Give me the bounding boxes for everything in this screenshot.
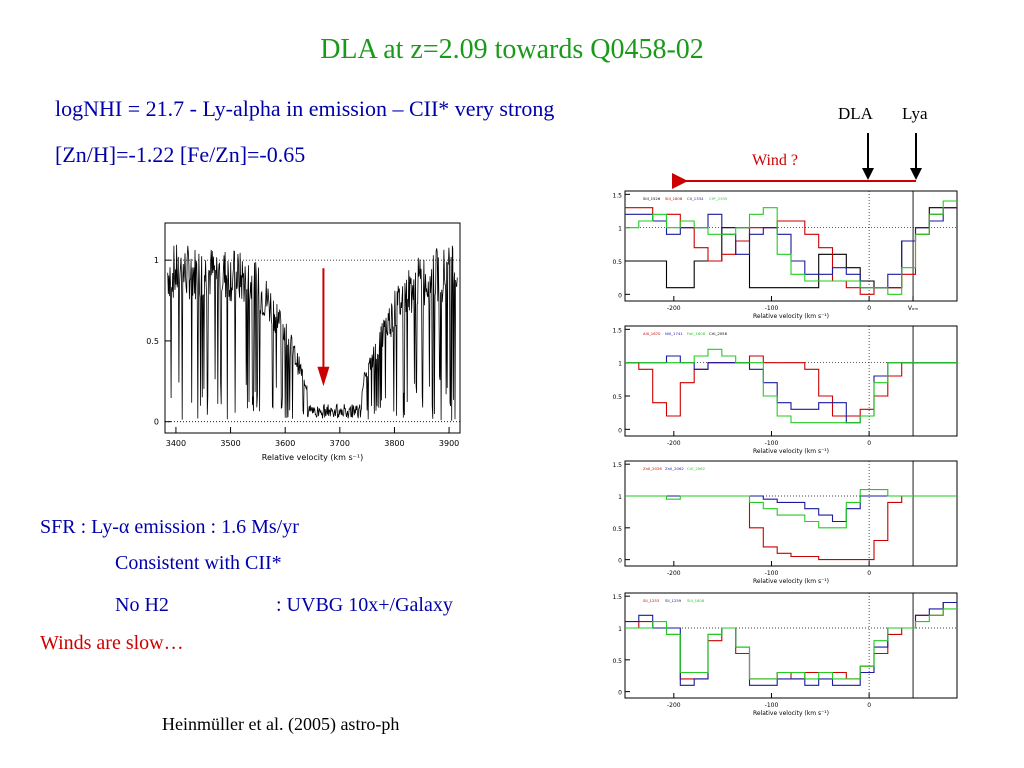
emission-marker-head bbox=[317, 366, 330, 387]
x-tick-label: -200 bbox=[667, 305, 681, 312]
x-tick-label: 3900 bbox=[439, 439, 459, 448]
info-line-1: logNHI = 21.7 - Ly-alpha in emission – C… bbox=[55, 96, 555, 121]
y-tick-label: 0.5 bbox=[146, 337, 159, 346]
x-tick-label: Vₑₘ bbox=[908, 305, 919, 312]
y-tick-label: 1.5 bbox=[612, 327, 622, 334]
metal-velocity-plot-1: 0 0.5 1 1.5 -200 -100 0 Vₑₘ Relative velocity (k… bbox=[612, 190, 958, 320]
y-tick-label: 1 bbox=[618, 494, 622, 501]
sfr-line-1: SFR : Ly-α emission : 1.6 Ms/yr bbox=[40, 516, 299, 538]
series-line-0 bbox=[625, 355, 957, 417]
y-tick-label: 1 bbox=[618, 626, 622, 633]
y-tick-label: 1 bbox=[618, 226, 622, 233]
x-tick-label: 3600 bbox=[275, 439, 295, 448]
x-axis-label: Relative velocity (km s⁻¹) bbox=[753, 313, 829, 320]
x-tick-label: 3800 bbox=[384, 439, 404, 448]
y-tick-label: 1 bbox=[154, 256, 159, 265]
legend-label: SiII_1808 bbox=[687, 598, 705, 603]
lya-emission-spectrum: 3400 3500 3600 3700 3800 3900 0 0.5 1 Relative ve… bbox=[146, 222, 461, 462]
x-axis-label: Relative velocity (km s⁻¹) bbox=[262, 453, 363, 462]
legend-label: AlII_1670 bbox=[643, 331, 661, 336]
x-tick-label: 0 bbox=[867, 570, 871, 577]
metal-velocity-plot-2: 0 0.5 1 1.5 -200 -100 0 Relative velocity (km s… bbox=[612, 325, 958, 455]
panel-frame bbox=[624, 592, 958, 699]
legend-label: CII_1334 bbox=[687, 196, 704, 201]
sfr-line-2: Consistent with CII* bbox=[115, 552, 282, 574]
legend-label: CII*_1335 bbox=[709, 196, 728, 201]
x-tick-label: 0 bbox=[867, 440, 871, 447]
y-tick-label: 0.5 bbox=[612, 526, 622, 533]
legend-label: SiII_1526 bbox=[643, 196, 661, 201]
sfr-line-3a: No H2 bbox=[115, 594, 169, 616]
y-tick-label: 0.5 bbox=[612, 259, 622, 266]
x-tick-label: -200 bbox=[667, 440, 681, 447]
x-tick-label: -100 bbox=[765, 440, 779, 447]
dla-label: DLA bbox=[838, 104, 873, 123]
legend-label: SiII_1808 bbox=[665, 196, 683, 201]
x-axis-label: Relative velocity (km s⁻¹) bbox=[753, 578, 829, 585]
x-tick-label: 0 bbox=[867, 305, 871, 312]
y-tick-label: 0 bbox=[618, 427, 622, 434]
y-tick-label: 0.5 bbox=[612, 394, 622, 401]
citation: Heinmüller et al. (2005) astro-ph bbox=[162, 714, 400, 734]
y-tick-label: 0.5 bbox=[612, 658, 622, 665]
y-tick-label: 1.5 bbox=[612, 192, 622, 199]
x-tick-label: 0 bbox=[867, 702, 871, 709]
series-line-2 bbox=[625, 348, 957, 424]
x-tick-label: -100 bbox=[765, 305, 779, 312]
x-tick-label: -200 bbox=[667, 570, 681, 577]
lya-arrow-head bbox=[910, 168, 922, 180]
dla-arrow-head bbox=[862, 168, 874, 180]
y-tick-label: 0 bbox=[618, 558, 622, 565]
info-line-2: [Zn/H]=-1.22 [Fe/Zn]=-0.65 bbox=[55, 142, 306, 167]
x-tick-label: 3700 bbox=[330, 439, 350, 448]
x-axis-label: Relative velocity (km s⁻¹) bbox=[753, 448, 829, 455]
y-tick-label: 0 bbox=[618, 690, 622, 697]
legend-label: SII_1259 bbox=[665, 598, 682, 603]
sfr-line-3b: : UVBG 10x+/Galaxy bbox=[276, 594, 453, 616]
legend-label: CrII_2056 bbox=[709, 331, 728, 336]
series-line-3 bbox=[625, 200, 957, 295]
legend-label: FeII_1608 bbox=[687, 331, 706, 336]
x-tick-label: -100 bbox=[765, 702, 779, 709]
panel-frame bbox=[624, 460, 958, 567]
lya-label: Lya bbox=[902, 104, 928, 123]
legend-label: CrII_2062 bbox=[687, 466, 706, 471]
legend-label: ZnII_2062 bbox=[665, 466, 684, 471]
x-tick-label: 3500 bbox=[220, 439, 240, 448]
x-tick-label: -200 bbox=[667, 702, 681, 709]
series-line-2 bbox=[625, 489, 957, 529]
x-tick-label: 3400 bbox=[166, 439, 186, 448]
x-axis-label: Relative velocity (km s⁻¹) bbox=[753, 710, 829, 717]
wind-label: Wind ? bbox=[752, 152, 799, 169]
legend-label: NiII_1741 bbox=[665, 331, 683, 336]
x-tick-label: -100 bbox=[765, 570, 779, 577]
metal-velocity-plot-3: 0 0.5 1 1.5 -200 -100 0 Relative velocity (km s… bbox=[612, 460, 958, 585]
y-tick-label: 1 bbox=[618, 361, 622, 368]
metal-velocity-plot-4: 0 0.5 1 1.5 -200 -100 0 Relative velocity (km s… bbox=[612, 592, 958, 717]
y-tick-label: 1.5 bbox=[612, 462, 622, 469]
y-tick-label: 0 bbox=[154, 418, 159, 427]
slide-title: DLA at z=2.09 towards Q0458-02 bbox=[320, 34, 704, 65]
sfr-line-4: Winds are slow… bbox=[40, 632, 184, 654]
legend-label: ZnII_2026 bbox=[643, 466, 662, 471]
y-tick-label: 0 bbox=[618, 292, 622, 299]
y-tick-label: 1.5 bbox=[612, 594, 622, 601]
series-line-2 bbox=[625, 608, 957, 680]
legend-label: SII_1253 bbox=[643, 598, 660, 603]
series-line-2 bbox=[625, 207, 957, 289]
plot-frame bbox=[164, 222, 461, 434]
spectrum-line bbox=[167, 244, 458, 421]
